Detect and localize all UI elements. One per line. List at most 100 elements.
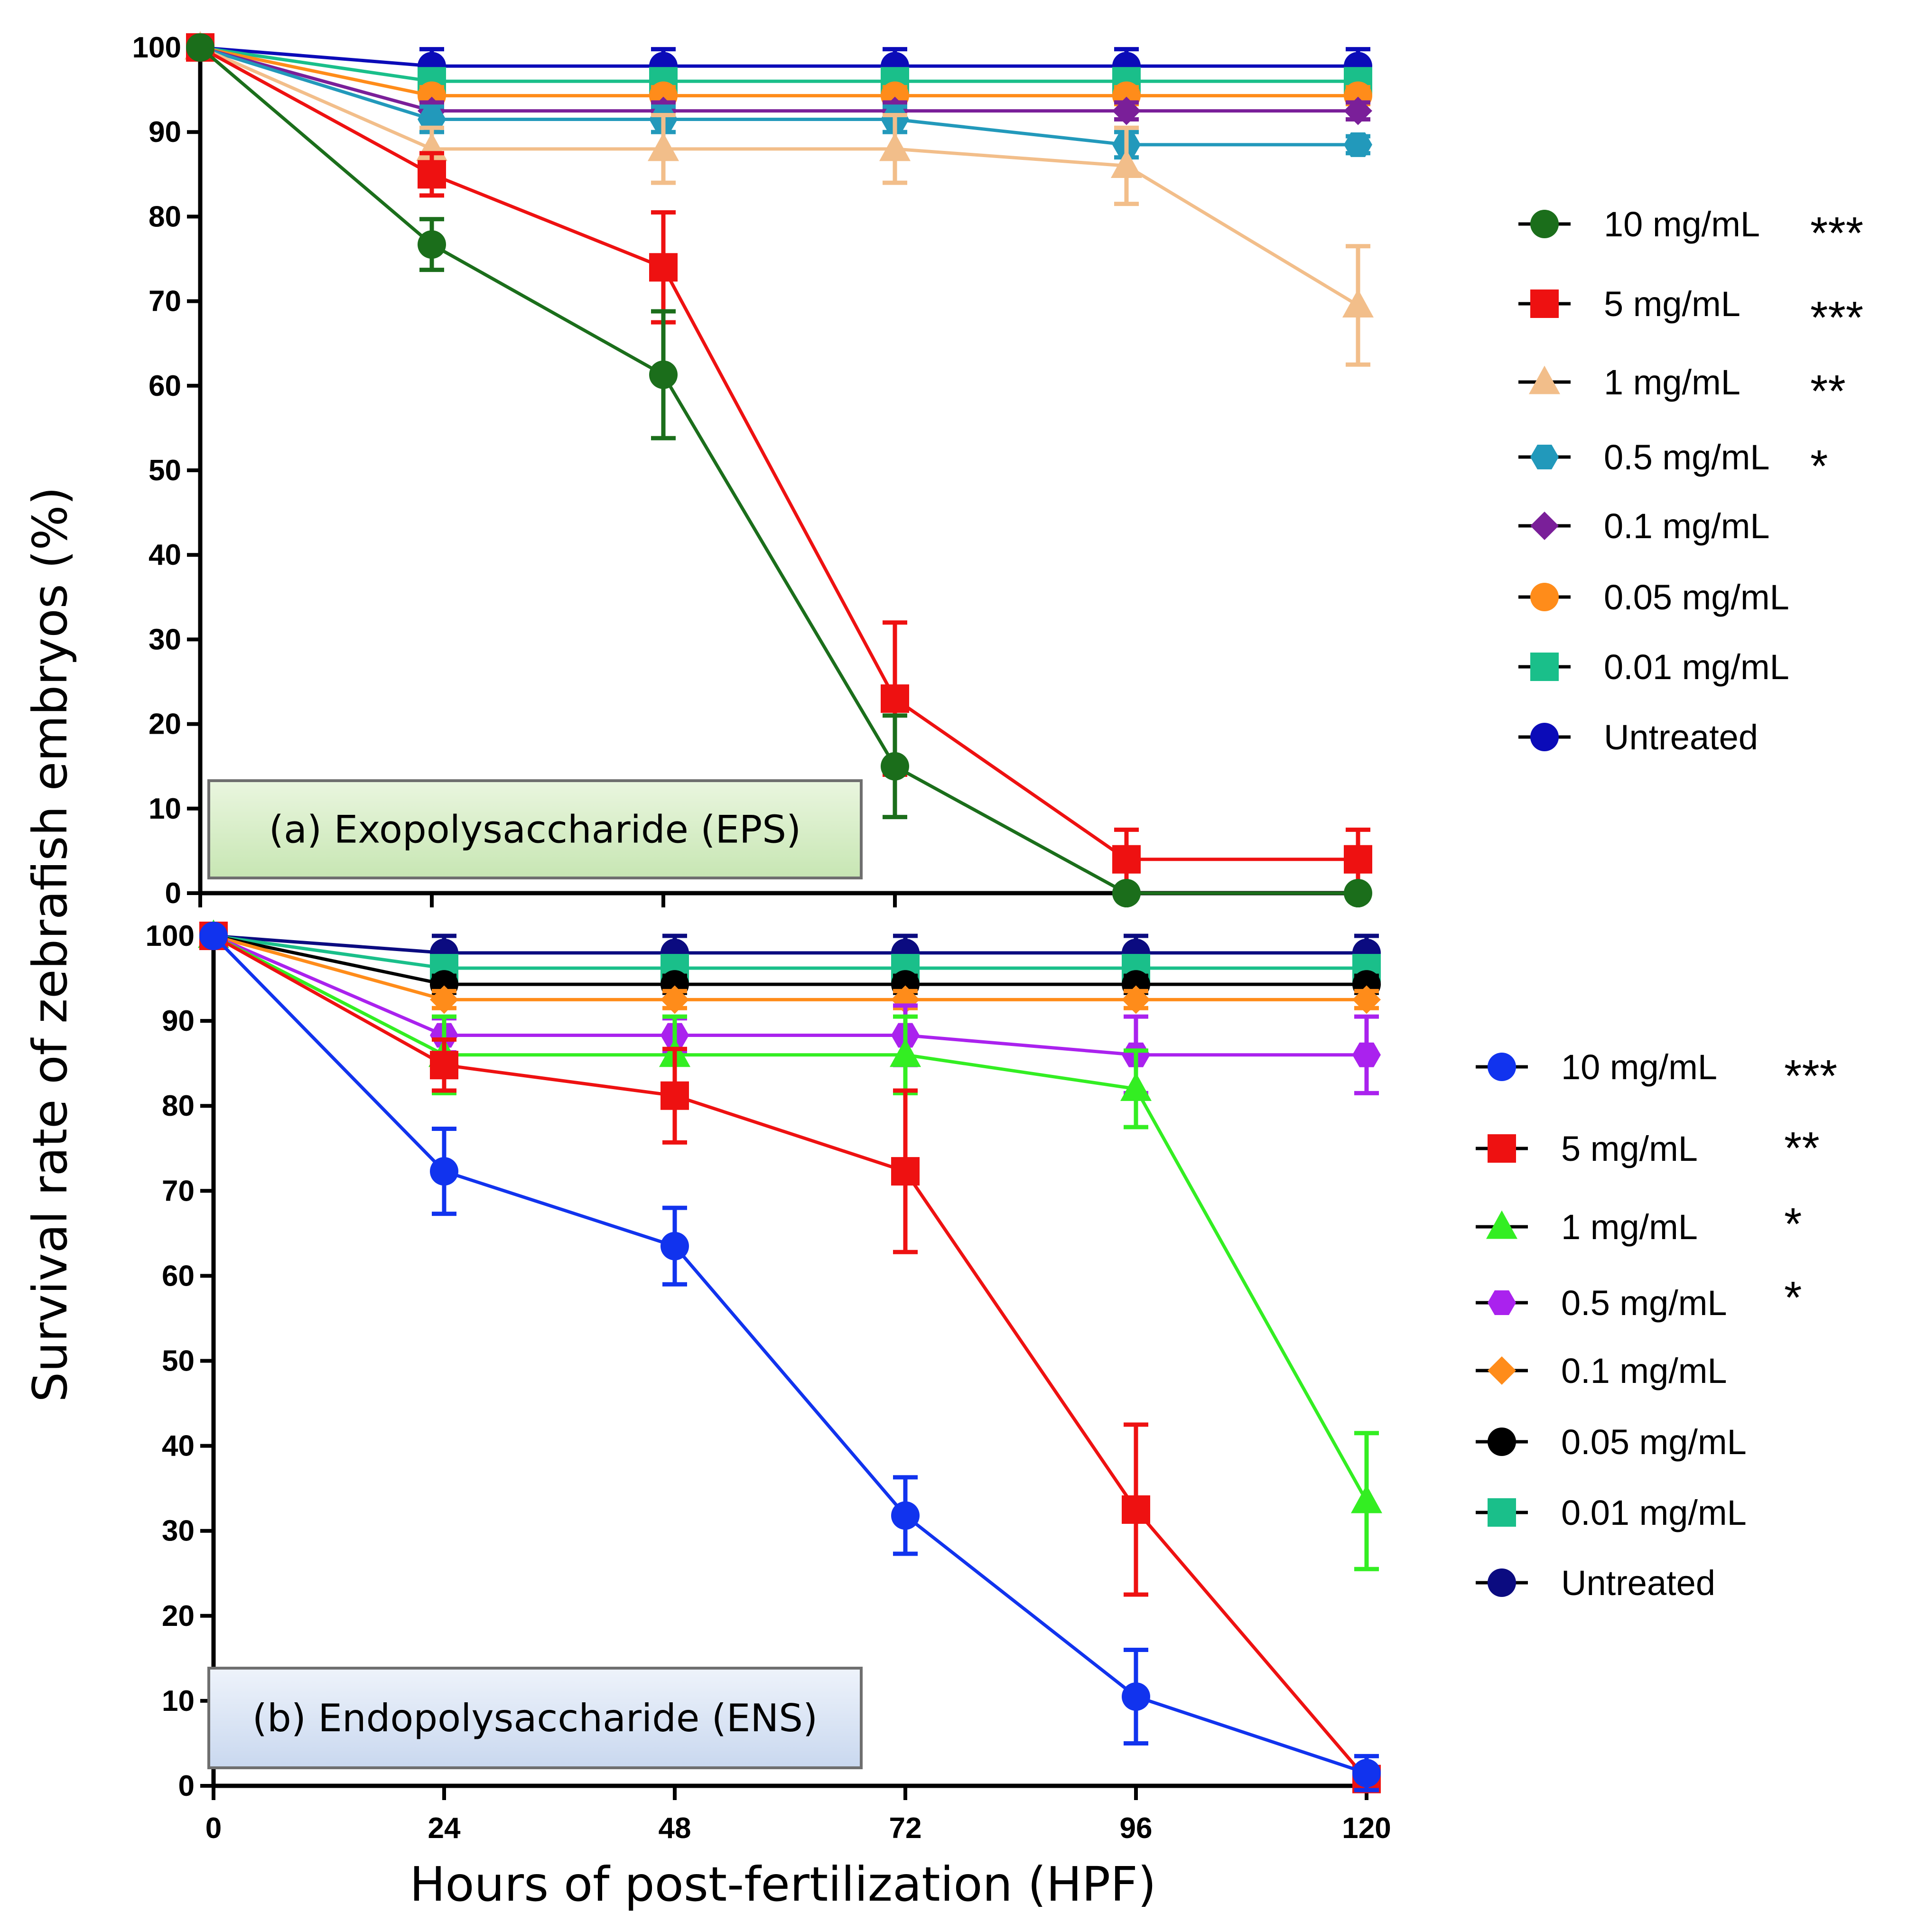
legend-item: 10 mg/mL *** — [1476, 1047, 1837, 1101]
axes: 0 10 20 30 40 50 60 70 80 90 100 0 24 48 72 96 120 — [146, 920, 1391, 1845]
legend-marker — [1488, 1134, 1516, 1163]
data-point — [891, 1501, 920, 1530]
y-tick-label: 0 — [165, 877, 181, 910]
series-line — [213, 934, 1367, 955]
legend-marker — [1530, 583, 1559, 611]
y-axis-title: Survival rate of zebrafish embryos (%) — [22, 486, 78, 1402]
series — [186, 33, 1372, 907]
y-tick-label: 70 — [162, 1175, 195, 1207]
legend-label: 0.01 mg/mL — [1561, 1493, 1747, 1532]
legend-item: 10 mg/mL *** — [1518, 205, 1863, 259]
significance-marker: * — [1784, 1272, 1802, 1323]
series-line — [212, 934, 1368, 1775]
series-line — [199, 46, 1358, 895]
data-point — [890, 1038, 921, 1067]
panel-label-background — [207, 1667, 863, 1769]
panel-label-background — [207, 779, 863, 879]
legend-label: 5 mg/mL — [1604, 284, 1740, 324]
legend-item: Untreated — [1476, 1563, 1715, 1603]
y-tick-label: 100 — [132, 31, 181, 64]
series-line — [213, 934, 1367, 1057]
series — [199, 922, 1381, 972]
data-point — [430, 985, 458, 1014]
y-tick-label: 0 — [178, 1770, 195, 1802]
x-tick-label: 72 — [889, 1812, 922, 1845]
data-point — [418, 107, 446, 132]
x-axis-title: Hours of post-fertilization (HPF) — [409, 1857, 1156, 1912]
series-line — [199, 46, 1358, 861]
data-point — [186, 33, 214, 62]
series-group — [198, 919, 1382, 1793]
series-line — [199, 46, 1358, 147]
axes: 0 10 20 30 40 50 60 70 80 90 100 — [132, 31, 1363, 910]
y-tick-label: 40 — [149, 539, 181, 571]
legend-label: 1 mg/mL — [1604, 363, 1740, 402]
data-point — [648, 132, 679, 161]
y-tick-label: 90 — [149, 116, 181, 149]
data-point — [661, 985, 689, 1014]
data-point — [649, 360, 678, 389]
data-point — [418, 160, 446, 189]
legend-item: 0.5 mg/mL * — [1476, 1272, 1802, 1323]
series — [186, 33, 1372, 125]
data-point — [1344, 879, 1372, 907]
legend-marker — [1488, 1356, 1516, 1385]
y-tick-label: 40 — [162, 1430, 195, 1463]
series-line — [213, 934, 1367, 970]
legend-item: 5 mg/mL *** — [1518, 284, 1863, 343]
legend-marker — [1488, 1568, 1516, 1597]
y-tick-label: 50 — [162, 1345, 195, 1378]
significance-marker: *** — [1810, 292, 1863, 343]
y-tick-label: 100 — [146, 920, 195, 952]
data-point — [661, 1081, 689, 1110]
series-line — [213, 934, 1368, 1780]
series — [186, 33, 1372, 96]
y-tick-label: 80 — [149, 200, 181, 233]
panel-label: (b) Endopolysaccharide (ENS) — [252, 1696, 818, 1740]
y-tick-label: 60 — [149, 370, 181, 402]
data-point — [1352, 985, 1381, 1014]
data-point — [1351, 1484, 1382, 1513]
y-tick-label: 60 — [162, 1260, 195, 1292]
data-point — [1120, 1072, 1152, 1101]
data-point — [1122, 1682, 1150, 1711]
legend-item: 0.1 mg/mL — [1476, 1351, 1727, 1391]
panel-a-chart: 0 10 20 30 40 50 60 70 80 90 100 (a) Exopolysacchar… — [132, 31, 1863, 910]
legend-label: 10 mg/mL — [1604, 205, 1760, 244]
data-point — [1112, 879, 1141, 907]
series-line — [200, 46, 1358, 83]
legend-item: 5 mg/mL ** — [1476, 1123, 1820, 1174]
legend-marker — [1530, 723, 1559, 751]
y-tick-label: 10 — [149, 793, 181, 825]
y-tick-label: 30 — [162, 1515, 195, 1548]
x-tick-label: 96 — [1120, 1812, 1153, 1845]
x-tick-label: 0 — [205, 1812, 222, 1845]
legend-marker — [1530, 512, 1559, 540]
x-tick-label: 48 — [659, 1812, 691, 1845]
data-point — [1122, 985, 1150, 1014]
y-tick-label: 30 — [149, 623, 181, 656]
legend-label: Untreated — [1604, 718, 1758, 757]
significance-marker: ** — [1810, 366, 1846, 417]
panel-b-chart: 0 10 20 30 40 50 60 70 80 90 100 0 24 48 72 96 120 (b) En… — [146, 919, 1837, 1845]
legend-marker — [1530, 210, 1559, 238]
panel-label-box: (a) Exopolysaccharide (EPS) — [207, 779, 863, 879]
data-point — [1112, 845, 1141, 874]
y-tick-label: 70 — [149, 285, 181, 318]
legend-item: Untreated — [1518, 718, 1758, 757]
data-point — [1342, 289, 1374, 318]
legend-label: 0.05 mg/mL — [1561, 1422, 1747, 1462]
data-point — [1111, 149, 1142, 178]
data-point — [881, 684, 909, 713]
data-point — [1344, 96, 1372, 125]
data-point — [879, 132, 911, 161]
series-line — [213, 934, 1367, 1001]
data-point — [199, 922, 228, 950]
data-point — [1122, 1495, 1150, 1524]
series-line — [199, 46, 1359, 307]
series — [199, 922, 1381, 1793]
series-line — [200, 46, 1358, 113]
series-line — [200, 46, 1358, 68]
legend-label: 0.05 mg/mL — [1604, 578, 1789, 617]
legend-label: 10 mg/mL — [1561, 1047, 1717, 1087]
